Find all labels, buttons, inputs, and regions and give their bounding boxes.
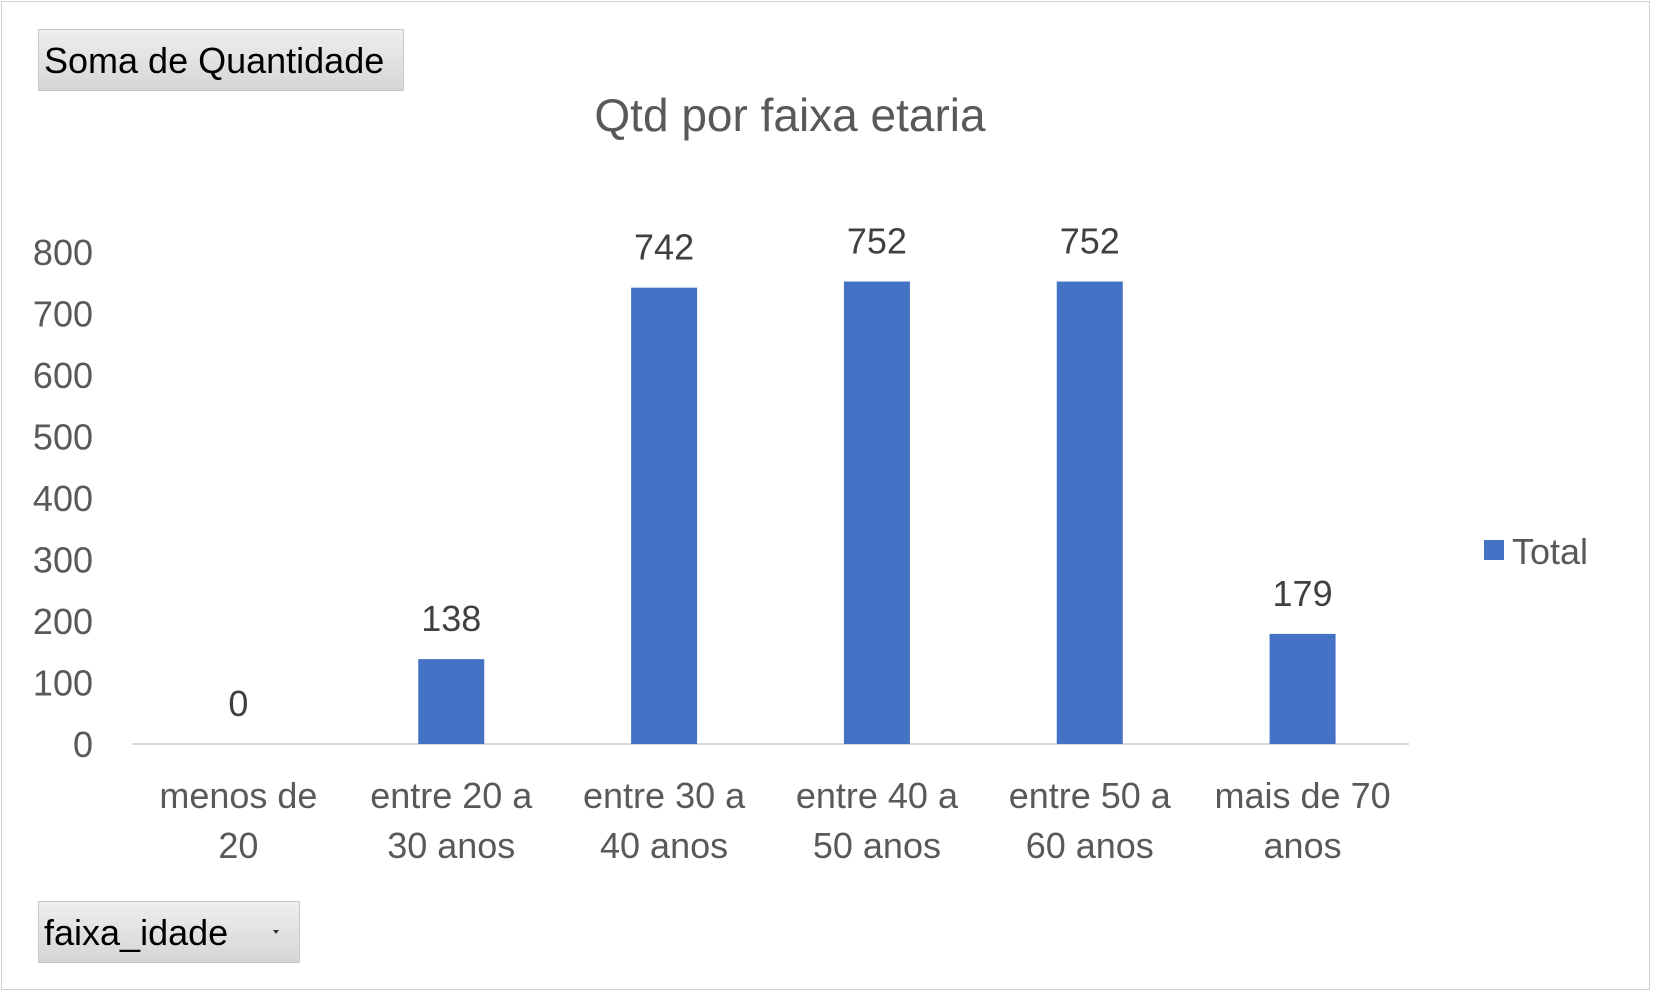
x-tick-label: mais de 70 anos (1215, 775, 1391, 866)
y-tick-label: 100 (33, 663, 93, 704)
value-field-label: Soma de Quantidade (44, 40, 385, 81)
y-axis: 0 100 200 300 400 500 600 700 800 (33, 232, 93, 765)
y-tick-label: 200 (33, 601, 93, 642)
bar[interactable] (1056, 281, 1123, 744)
y-tick-label: 0 (73, 724, 93, 765)
legend: Total (1484, 531, 1588, 572)
data-labels-group: 0 138 742 752 752 179 (228, 221, 1332, 724)
x-tick-label: menos de 20 (159, 775, 317, 866)
bars-group (418, 281, 1336, 744)
axis-field-button[interactable]: faixa_idade (38, 901, 300, 963)
x-tick-label: entre 20 a 30 anos (370, 775, 533, 866)
bar[interactable] (631, 287, 698, 744)
x-axis: menos de 20 entre 20 a 30 anos entre 30 a 40 … (159, 775, 1390, 866)
data-label: 742 (634, 227, 694, 268)
y-tick-label: 700 (33, 294, 93, 335)
data-label: 138 (421, 598, 481, 639)
data-label: 752 (1060, 221, 1120, 262)
bar[interactable] (843, 281, 910, 744)
bar[interactable] (418, 659, 485, 744)
chart-title: Qtd por faixa etaria (594, 89, 986, 141)
axis-field-label: faixa_idade (44, 912, 229, 953)
x-tick-label: entre 40 a 50 anos (796, 775, 959, 866)
x-tick-label: entre 30 a 40 anos (583, 775, 746, 866)
y-tick-label: 300 (33, 540, 93, 581)
y-tick-label: 800 (33, 232, 93, 273)
dropdown-arrow-icon[interactable] (273, 930, 279, 934)
legend-swatch-total (1484, 540, 1504, 560)
x-tick-label: entre 50 a 60 anos (1009, 775, 1172, 866)
legend-label-total: Total (1512, 531, 1588, 572)
data-label: 179 (1273, 573, 1333, 614)
y-tick-label: 400 (33, 478, 93, 519)
value-field-button[interactable]: Soma de Quantidade (38, 29, 404, 91)
data-label: 0 (228, 683, 248, 724)
y-tick-label: 500 (33, 417, 93, 458)
data-label: 752 (847, 221, 907, 262)
y-tick-label: 600 (33, 355, 93, 396)
bar[interactable] (1269, 633, 1336, 744)
